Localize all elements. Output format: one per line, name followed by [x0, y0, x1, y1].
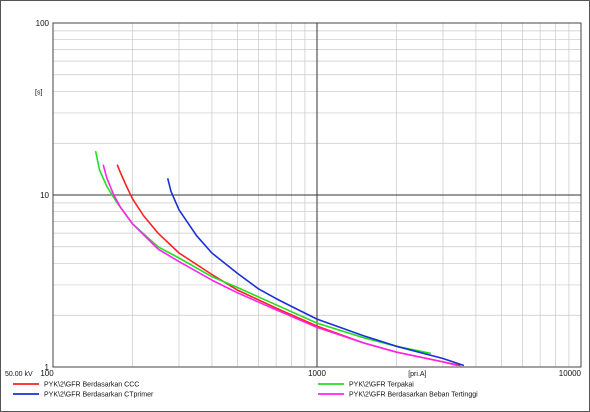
series-curve — [166, 178, 465, 367]
plot-area — [52, 22, 582, 368]
y-tick-label: 10 — [40, 191, 49, 200]
legend: PYK\2\GFR Berdasarkan CCC PYK\2\GFR Terpa… — [13, 382, 478, 399]
legend-label: PYK\2\GFR Berdasarkan CCC — [44, 382, 139, 389]
x-tick-label: 1000 — [308, 369, 326, 378]
legend-label: PYK\2\GFR Berdasarkan Beban Tertinggi — [349, 392, 478, 399]
x-tick-label: 10000 — [559, 369, 582, 378]
legend-label: PYK\2\GFR Berdasarkan CTprimer — [44, 392, 154, 399]
voltage-label: 50.00 kV — [5, 371, 33, 378]
series-curve — [102, 164, 458, 367]
y-tick-label: 1 — [45, 363, 50, 372]
series-curve — [94, 150, 432, 355]
x-tick-label: 100 — [40, 369, 54, 378]
y-axis-label: [s] — [35, 89, 42, 96]
x-axis-label: [pri.A] — [408, 371, 426, 378]
tick-labels: 100 1000 10000 100 10 1 — [36, 19, 582, 378]
major-grid — [53, 23, 581, 367]
y-tick-label: 100 — [36, 19, 50, 28]
legend-label: PYK\2\GFR Terpakai — [349, 382, 414, 389]
curves — [94, 150, 465, 367]
